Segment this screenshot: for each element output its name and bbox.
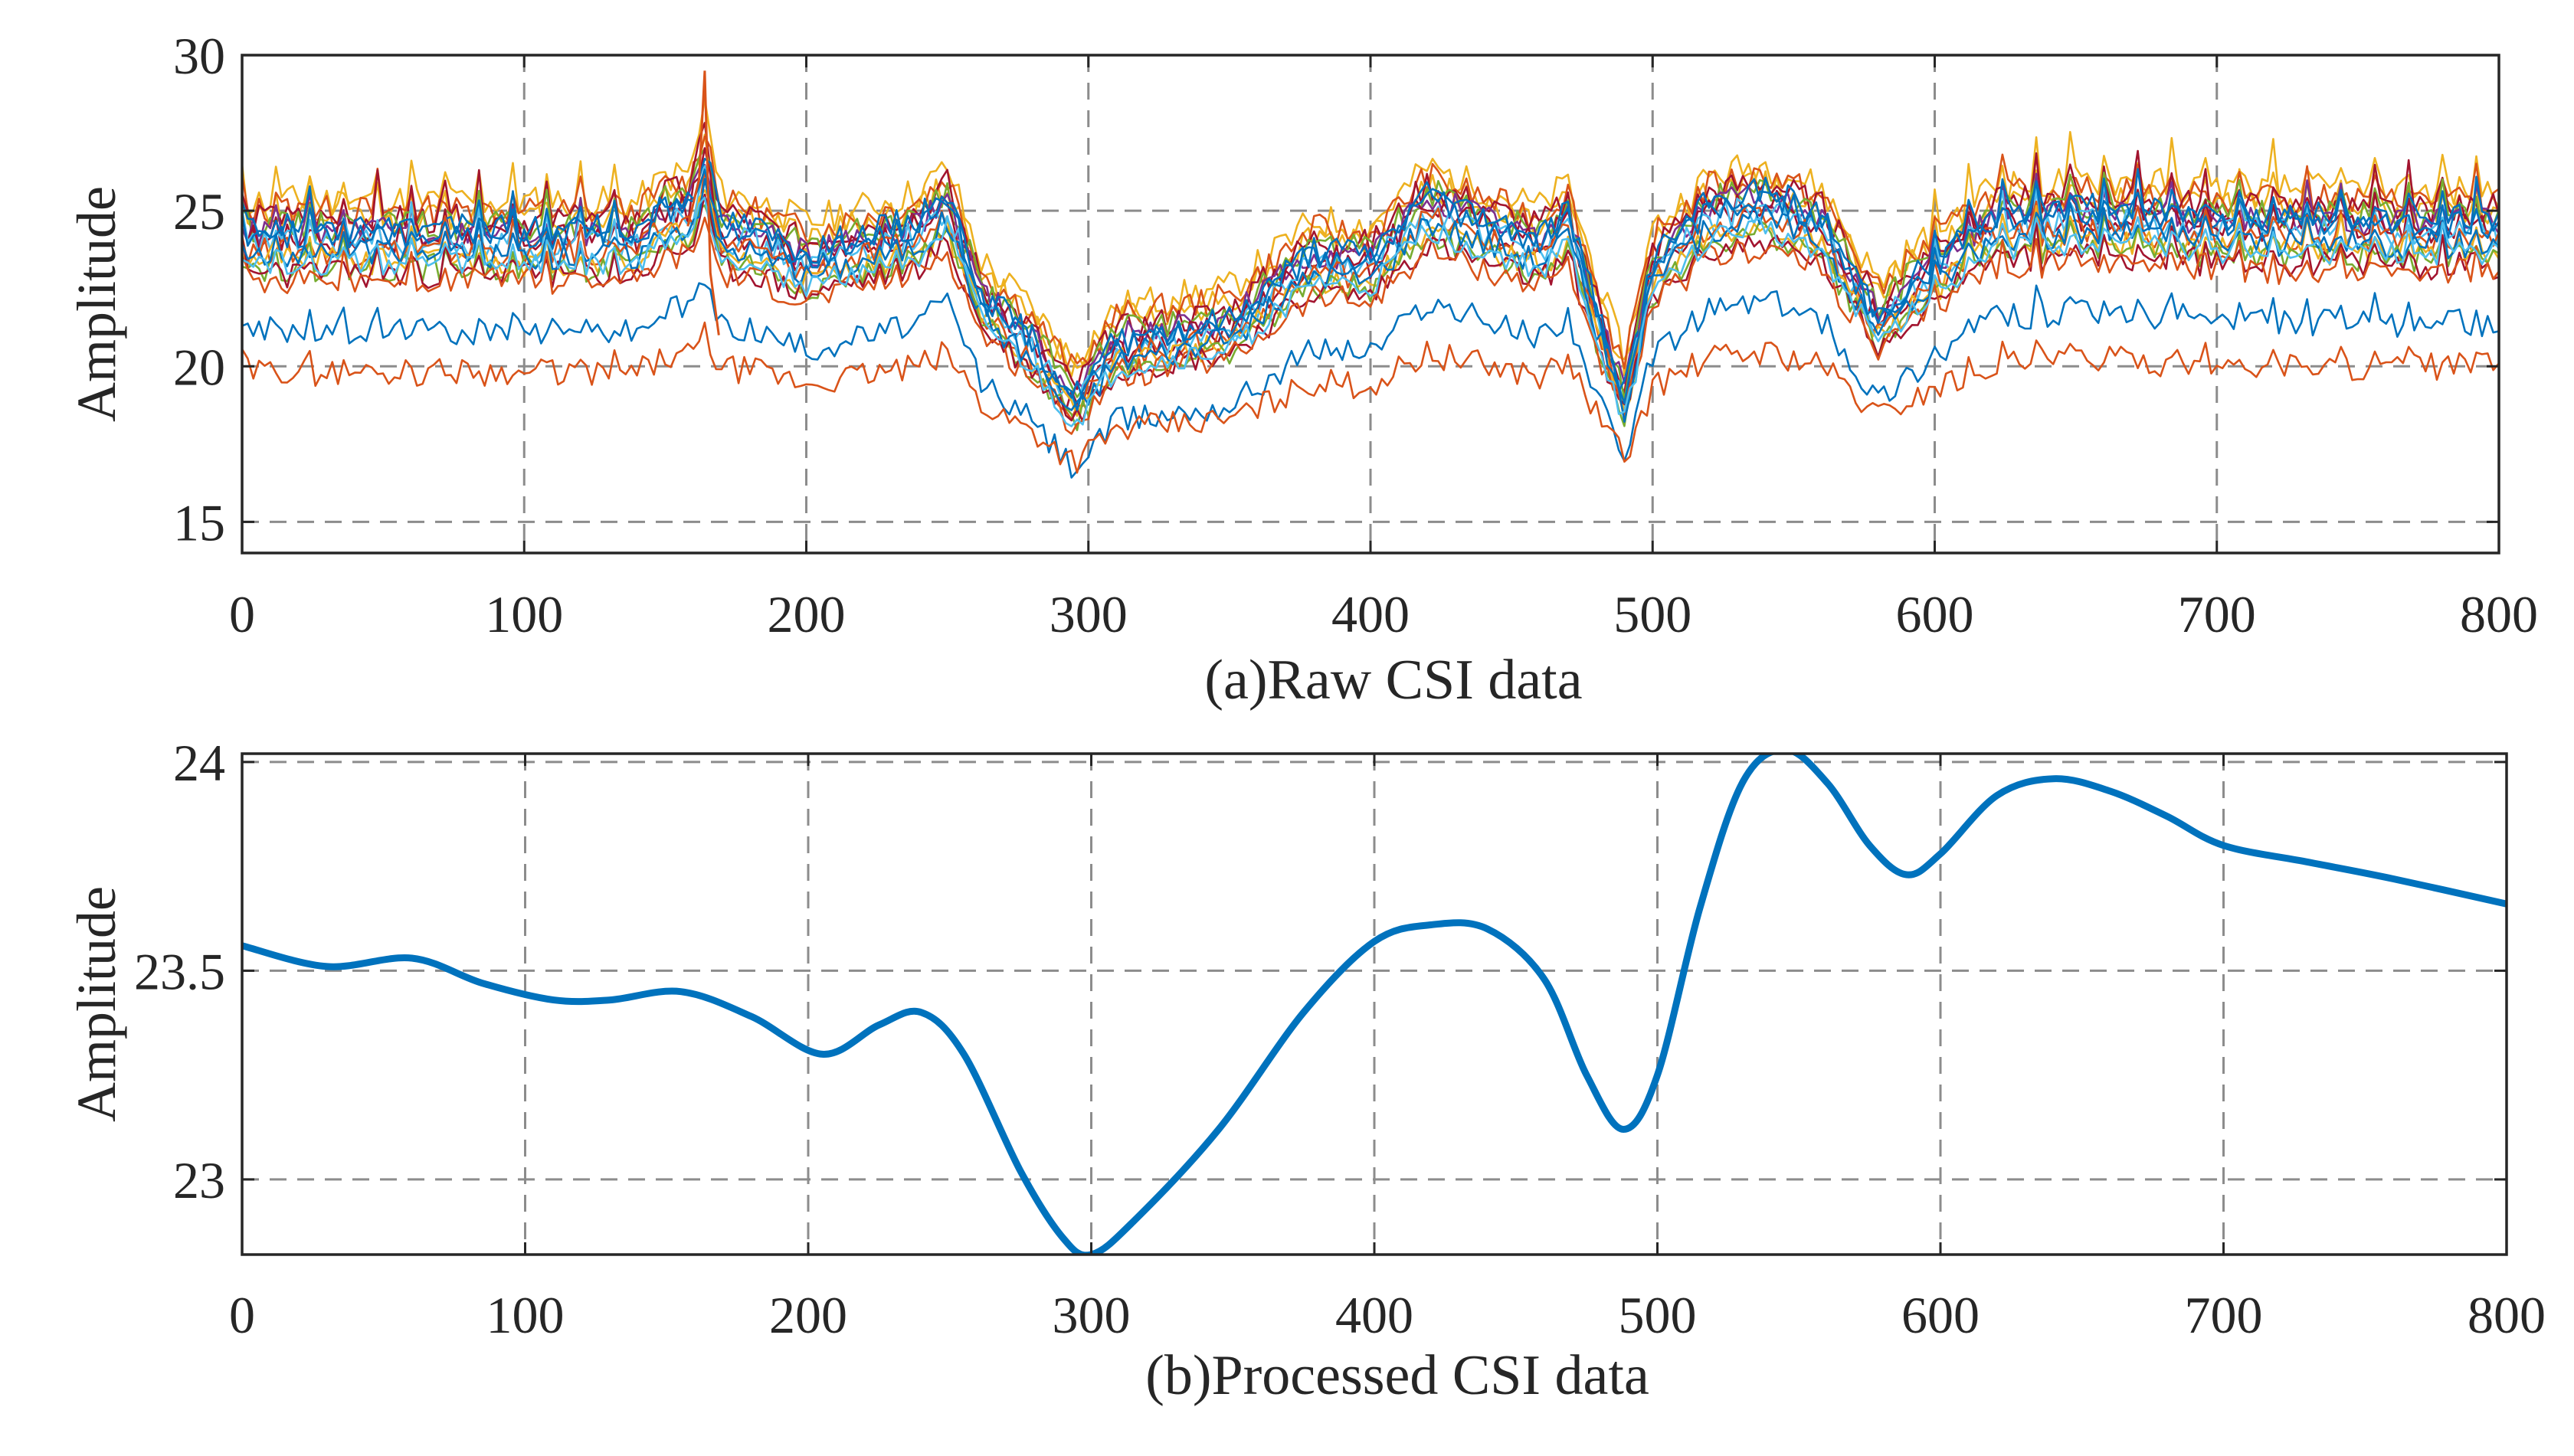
series-line-subcarrier-14 [242, 216, 2499, 435]
series-line-subcarrier-15 [242, 169, 2499, 411]
x-tick-label: 800 [2460, 585, 2538, 643]
panel-b-processed-csi: 0 100 200 300 400 500 600 700 800 23 23.5 24 Amplitu… [66, 734, 2546, 1407]
y-tick-label: 15 [173, 493, 225, 551]
panel-a-raw-csi: 0 100 200 300 400 500 600 700 800 15 20 25 30 Amplitu… [66, 27, 2538, 712]
y-axis: 23 23.5 24 [134, 734, 2507, 1209]
y-tick-label: 20 [173, 338, 225, 396]
x-tick-label: 600 [1901, 1286, 1980, 1344]
series-line-subcarrier-3 [242, 135, 2499, 373]
x-tick-label: 0 [229, 585, 255, 643]
x-axis: 0 100 200 300 400 500 600 700 800 [229, 754, 2546, 1344]
x-tick-label: 400 [1331, 585, 1410, 643]
series-line-subcarrier-19 [242, 321, 2499, 474]
x-tick-label: 400 [1335, 1286, 1413, 1344]
series-group [242, 70, 2499, 479]
x-axis: 0 100 200 300 400 500 600 700 800 [229, 55, 2538, 643]
panel-caption: (b)Processed CSI data [1145, 1344, 1649, 1407]
x-tick-label: 300 [1053, 1286, 1131, 1344]
x-tick-label: 200 [769, 1286, 847, 1344]
x-tick-label: 300 [1050, 585, 1128, 643]
x-tick-label: 600 [1896, 585, 1974, 643]
y-axis-label: Amplitude [66, 886, 127, 1122]
x-tick-label: 0 [229, 1286, 255, 1344]
series-line-subcarrier-18 [242, 282, 2499, 479]
y-tick-label: 30 [173, 27, 225, 85]
x-tick-label: 100 [485, 585, 563, 643]
x-tick-label: 100 [486, 1286, 565, 1344]
x-tick-label: 700 [2185, 1286, 2263, 1344]
series-line-subcarrier-12 [242, 204, 2499, 432]
y-tick-label: 23.5 [134, 942, 225, 1000]
series-group [242, 754, 2507, 1255]
y-tick-label: 24 [173, 734, 225, 792]
series-line-spike [686, 70, 720, 335]
series-line-subcarrier-17 [242, 196, 2499, 427]
y-axis: 15 20 25 30 [173, 27, 2499, 551]
y-axis-label: Amplitude [66, 186, 127, 422]
series-line-subcarrier-10 [242, 169, 2499, 420]
x-tick-label: 500 [1619, 1286, 1697, 1344]
x-tick-label: 200 [768, 585, 846, 643]
panel-caption: (a)Raw CSI data [1204, 649, 1582, 712]
y-tick-label: 23 [173, 1151, 225, 1209]
series-line-processed [242, 754, 2507, 1255]
series-line-subcarrier-13 [242, 193, 2499, 423]
x-tick-label: 500 [1613, 585, 1691, 643]
series-line-subcarrier-16 [242, 178, 2499, 424]
x-tick-label: 700 [2178, 585, 2256, 643]
x-tick-label: 800 [2468, 1286, 2546, 1344]
series-line-subcarrier-11 [242, 189, 2499, 417]
y-tick-label: 25 [173, 182, 225, 240]
